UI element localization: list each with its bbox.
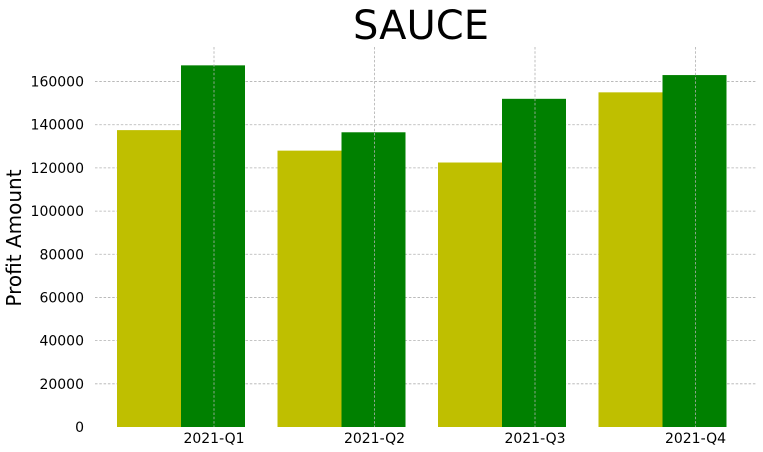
bar-series-2-2021-Q2: [341, 132, 406, 427]
y-tick-label: 160000: [31, 75, 84, 91]
x-tick-label: 2021-Q1: [183, 431, 244, 447]
y-tick-label: 0: [75, 420, 84, 436]
y-tick-label: 20000: [39, 377, 84, 393]
chart-title: SAUCE: [353, 3, 489, 49]
bar-series-2-2021-Q4: [662, 75, 727, 428]
x-tick-label: 2021-Q4: [665, 431, 726, 447]
bars: [117, 65, 727, 428]
y-tick-label: 140000: [31, 118, 84, 134]
x-tick-labels: 2021-Q1 2021-Q2 2021-Q3 2021-Q4: [183, 431, 726, 447]
x-tick-label: 2021-Q2: [344, 431, 405, 447]
y-tick-labels: 0 20000 40000 60000 80000 100000 120000 140000 1…: [31, 75, 84, 436]
y-axis-label: Profit Amount: [2, 169, 26, 306]
bar-series-1-2021-Q3: [438, 162, 502, 428]
y-tick-label: 100000: [31, 204, 84, 220]
bar-series-2-2021-Q1: [181, 65, 245, 428]
bar-series-1-2021-Q4: [598, 92, 663, 427]
bar-series-1-2021-Q1: [117, 130, 181, 427]
y-tick-label: 120000: [31, 161, 84, 177]
bar-series-2-2021-Q3: [502, 98, 566, 428]
x-tick-label: 2021-Q3: [504, 431, 565, 447]
y-tick-label: 40000: [39, 334, 84, 350]
y-tick-label: 80000: [39, 247, 84, 263]
bar-series-1-2021-Q2: [277, 150, 342, 428]
vertical-grid-lines: [213, 47, 696, 427]
y-tick-label: 60000: [39, 290, 84, 306]
